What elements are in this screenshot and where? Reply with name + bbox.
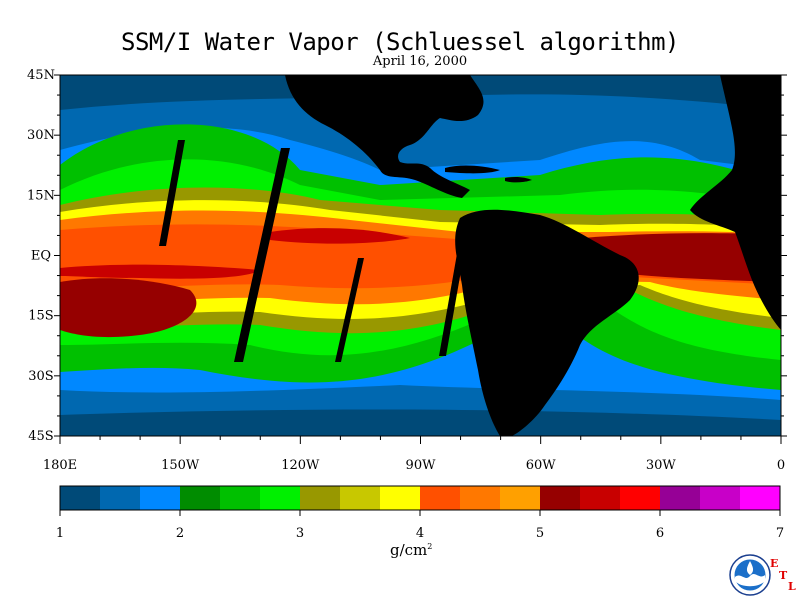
- data-gap-swath-3: [335, 258, 364, 362]
- lon-label: 120W: [281, 458, 320, 473]
- map-title: SSM/I Water Vapor (Schluessel algorithm): [121, 28, 679, 56]
- south-america-land: [455, 209, 639, 436]
- colorbar-tick-label: 3: [296, 526, 304, 541]
- colorbar-swatch: [260, 486, 301, 510]
- colorbar-tick-labels: 1 2 3 4 5 6 7: [56, 510, 784, 541]
- lon-label: 60W: [526, 458, 557, 473]
- band-dark-red-west: [60, 278, 197, 338]
- colorbar-swatch: [300, 486, 341, 510]
- etl-letter-e: E: [770, 557, 779, 570]
- map-date: April 16, 2000: [372, 54, 468, 69]
- etl-letter-l: L: [788, 580, 796, 593]
- colorbar-swatch: [100, 486, 141, 510]
- lat-label: 30S: [28, 369, 53, 384]
- lon-label: 0: [777, 458, 785, 473]
- colorbar-swatch: [60, 486, 101, 510]
- colorbar-tick-label: 7: [776, 526, 784, 541]
- data-gap-swath-2: [234, 148, 290, 362]
- colorbar-swatch: [700, 486, 741, 510]
- colorbar: [59, 485, 781, 511]
- colorbar-swatch: [660, 486, 701, 510]
- colorbar-swatch: [140, 486, 181, 510]
- colorbar-swatch: [220, 486, 261, 510]
- noaa-logo-icon: [729, 554, 771, 596]
- colorbar-tick-label: 5: [536, 526, 544, 541]
- band-red-central: [270, 228, 410, 244]
- map-field: [60, 75, 781, 436]
- colorbar-swatch: [500, 486, 541, 510]
- lat-label: 30N: [27, 128, 55, 143]
- data-gap-swath-1: [159, 140, 185, 246]
- cuba-island: [445, 165, 500, 174]
- colorbar-tick-label: 6: [656, 526, 664, 541]
- lon-ticks: [59, 436, 782, 444]
- lon-label: 30W: [646, 458, 677, 473]
- band-red-west: [60, 264, 260, 279]
- colorbar-swatch: [180, 486, 221, 510]
- lon-axis-labels: 180E 150W 120W 90W 60W 30W 0: [43, 458, 785, 473]
- data-gap-swath-4: [439, 248, 465, 356]
- lat-axis-labels: 45N 30N 15N EQ 15S 30S 45S: [27, 68, 55, 444]
- colorbar-tick-label: 2: [176, 526, 184, 541]
- north-america-land: [285, 75, 484, 198]
- africa-land: [690, 75, 781, 330]
- colorbar-swatch: [620, 486, 661, 510]
- colorbar-swatch: [740, 486, 781, 510]
- colorbar-swatch: [580, 486, 621, 510]
- colorbar-tick-label: 1: [56, 526, 64, 541]
- lon-label: 90W: [406, 458, 437, 473]
- units-label: g/cm2: [390, 541, 433, 559]
- lat-label: 15S: [28, 309, 53, 324]
- colorbar-swatch: [460, 486, 501, 510]
- lon-label: 180E: [43, 458, 77, 473]
- europe-land: [740, 75, 781, 95]
- colorbar-swatch: [540, 486, 581, 510]
- lat-label: 45N: [27, 68, 55, 83]
- colorbar-swatch: [420, 486, 461, 510]
- colorbar-swatch: [340, 486, 381, 510]
- lon-label: 150W: [161, 458, 200, 473]
- lat-label: EQ: [31, 249, 51, 264]
- hispaniola-island: [505, 176, 532, 183]
- colorbar-swatch: [380, 486, 421, 510]
- lat-label: 15N: [27, 188, 55, 203]
- lat-ticks: [54, 74, 787, 437]
- colorbar-tick-label: 4: [416, 526, 424, 541]
- etl-letter-t: T: [779, 569, 788, 582]
- lat-label: 45S: [28, 429, 53, 444]
